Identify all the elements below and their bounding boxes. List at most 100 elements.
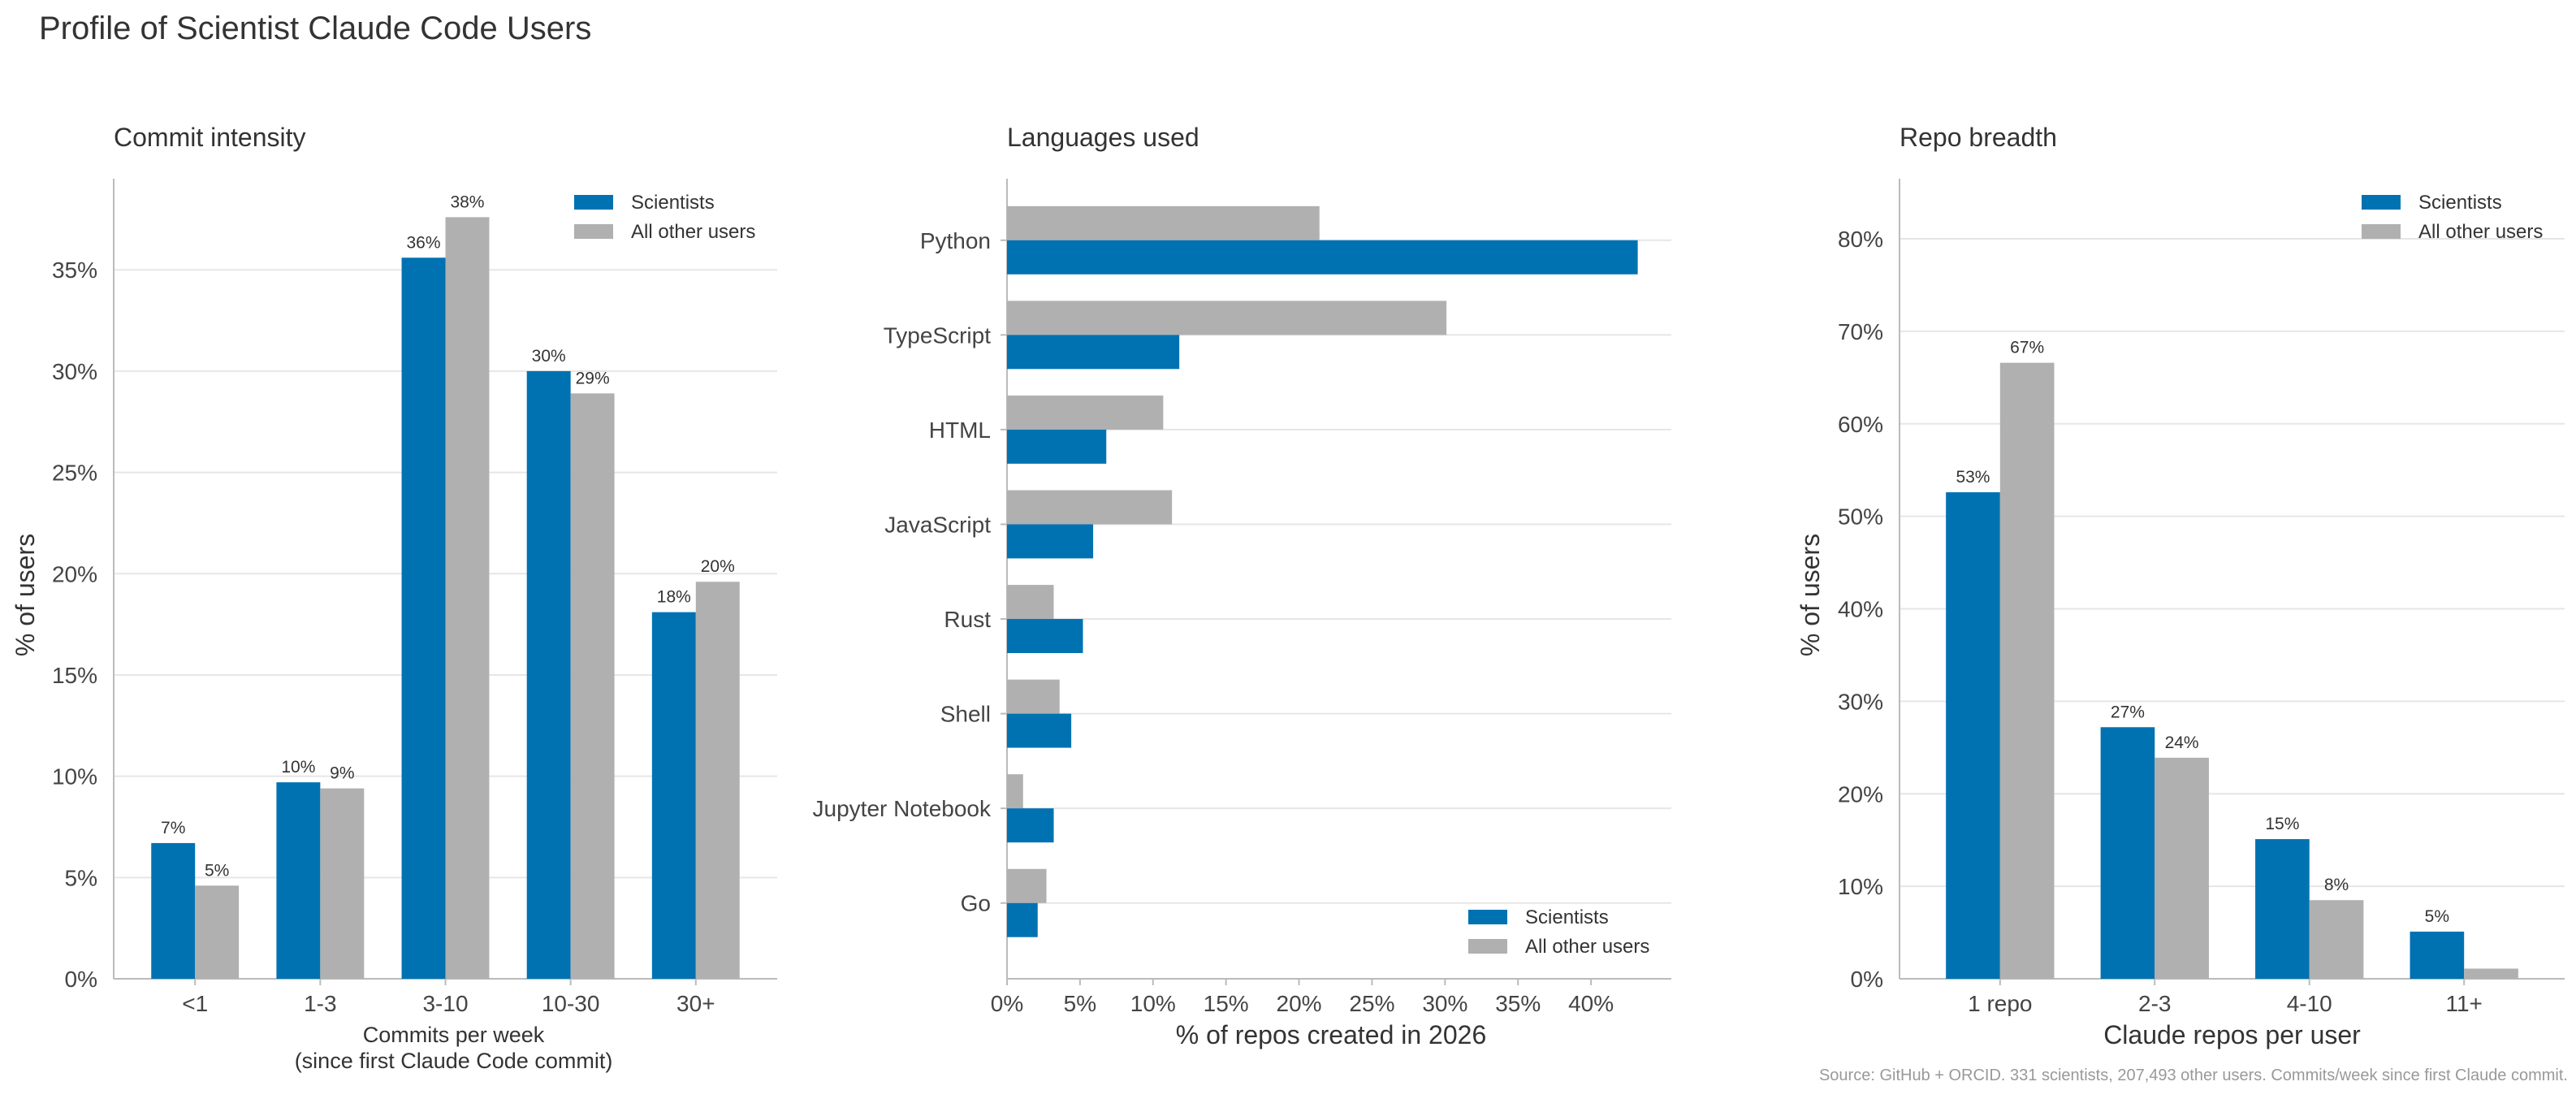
x-axis-label-line2: (since first Claude Code commit): [295, 1049, 613, 1073]
legend-label-scientists: Scientists: [1525, 906, 1609, 928]
data-label: 9%: [330, 764, 354, 783]
bar-others-0: [1999, 362, 2055, 979]
data-label: 8%: [2324, 876, 2349, 894]
y-tick-label: 25%: [52, 461, 97, 486]
bar-others-4: [1007, 585, 1054, 620]
bar-scientists-3: [526, 370, 571, 979]
commit-intensity-chart: Commit intensity 0% 5% 10% 15% 20% 25% 30% 35% 7%…: [11, 123, 777, 1073]
x-tick-label: 30%: [1422, 991, 1467, 1016]
bar-scientists-4: [651, 612, 696, 979]
y-tick-label: 30%: [1838, 689, 1883, 714]
y-tick-label: TypeScript: [884, 322, 991, 348]
y-tick-label: Rust: [944, 607, 991, 632]
x-tick-label: 15%: [1204, 991, 1249, 1016]
bar-others-2: [445, 217, 490, 979]
bar-others-2: [2309, 900, 2364, 979]
bar-scientists-7: [1007, 902, 1038, 937]
y-axis-label: % of users: [11, 534, 40, 656]
y-tick-label: 70%: [1838, 319, 1883, 344]
bar-scientists-1: [2100, 727, 2155, 979]
bar-scientists-2: [2255, 839, 2310, 979]
bar-scientists-3: [1007, 524, 1094, 559]
data-label: 24%: [2165, 733, 2199, 752]
y-tick-label: Jupyter Notebook: [813, 796, 992, 821]
bar-scientists-0: [1007, 240, 1638, 275]
x-tick-label: 4-10: [2287, 991, 2332, 1016]
bar-scientists-1: [276, 782, 321, 979]
data-label: 20%: [701, 557, 735, 576]
bar-others-0: [195, 885, 240, 979]
chart-title: Repo breadth: [1900, 123, 2057, 152]
bar-scientists-2: [1007, 429, 1107, 464]
data-label: 38%: [450, 193, 484, 211]
bar-scientists-3: [2410, 931, 2465, 979]
bar-others-5: [1007, 679, 1060, 714]
data-label: 36%: [407, 233, 441, 252]
data-label: 7%: [161, 819, 185, 837]
x-tick-label: 1 repo: [1968, 991, 2032, 1016]
figure-title: Profile of Scientist Claude Code Users: [39, 11, 591, 46]
bar-others-2: [1007, 395, 1164, 430]
x-tick-label: 1-3: [304, 991, 336, 1016]
x-tick-label: 40%: [1568, 991, 1614, 1016]
y-tick-label: 35%: [52, 257, 97, 283]
bar-scientists-0: [151, 842, 196, 979]
y-tick-label: 10%: [1838, 874, 1883, 899]
bar-others-3: [1007, 490, 1173, 525]
chart-title: Commit intensity: [114, 123, 306, 152]
y-tick-label: 50%: [1838, 504, 1883, 530]
data-label: 27%: [2111, 703, 2145, 721]
bar-scientists-2: [401, 257, 446, 979]
y-axis-label: % of users: [1796, 534, 1825, 656]
bar-scientists-4: [1007, 619, 1083, 654]
legend-swatch-others: [574, 224, 613, 239]
data-label: 5%: [205, 861, 229, 880]
legend-swatch-scientists: [1468, 910, 1507, 924]
y-tick-label: JavaScript: [884, 512, 991, 537]
data-label: 18%: [657, 588, 691, 607]
bar-others-3: [570, 393, 615, 979]
data-label: 30%: [532, 347, 566, 366]
x-tick-label: 3-10: [422, 991, 468, 1016]
languages-used-chart: Languages used Python TypeScript HTML JavaSc…: [813, 123, 1671, 1049]
x-tick-label: 11+: [2445, 991, 2482, 1016]
bar-scientists-6: [1007, 808, 1054, 843]
x-tick-label: 30+: [676, 991, 715, 1016]
y-tick-label: 40%: [1838, 597, 1883, 622]
x-axis-label: Commits per week: [363, 1023, 545, 1047]
legend-swatch-scientists: [2362, 195, 2401, 210]
y-tick-label: Go: [961, 891, 991, 916]
x-tick-label: 5%: [1064, 991, 1096, 1016]
bar-others-7: [1007, 868, 1047, 903]
bar-scientists-5: [1007, 713, 1072, 748]
x-tick-label: 10%: [1130, 991, 1176, 1016]
y-tick-label: Shell: [940, 702, 991, 727]
y-tick-label: 60%: [1838, 412, 1883, 437]
legend-label-scientists: Scientists: [631, 192, 715, 214]
bar-others-1: [1007, 301, 1447, 335]
x-tick-label: 10-30: [542, 991, 600, 1016]
y-tick-label: 10%: [52, 764, 97, 790]
bar-others-1: [320, 788, 365, 979]
x-tick-label: <1: [182, 991, 208, 1016]
chart-title: Languages used: [1007, 123, 1199, 152]
y-tick-label: Python: [920, 228, 991, 253]
legend-swatch-others: [2362, 224, 2401, 239]
repo-breadth-chart: Repo breadth 0% 10% 20% 30% 40% 50% 60% 70% 80% 53…: [1796, 123, 2565, 1049]
y-tick-label: 30%: [52, 359, 97, 384]
bar-others-1: [2155, 757, 2209, 979]
bar-scientists-1: [1007, 335, 1180, 370]
bar-others-4: [695, 582, 740, 979]
bar-scientists-0: [1946, 492, 2000, 979]
legend-label-others: All other users: [2418, 221, 2543, 243]
legend-swatch-scientists: [574, 195, 613, 210]
y-tick-label: 15%: [52, 663, 97, 688]
bar-others-3: [2464, 968, 2518, 979]
data-label: 15%: [2265, 815, 2299, 833]
legend-label-others: All other users: [631, 221, 755, 243]
x-tick-label: 2-3: [2138, 991, 2171, 1016]
y-tick-label: 20%: [52, 561, 97, 586]
y-tick-label: 5%: [65, 865, 97, 890]
y-tick-label: HTML: [929, 418, 991, 443]
